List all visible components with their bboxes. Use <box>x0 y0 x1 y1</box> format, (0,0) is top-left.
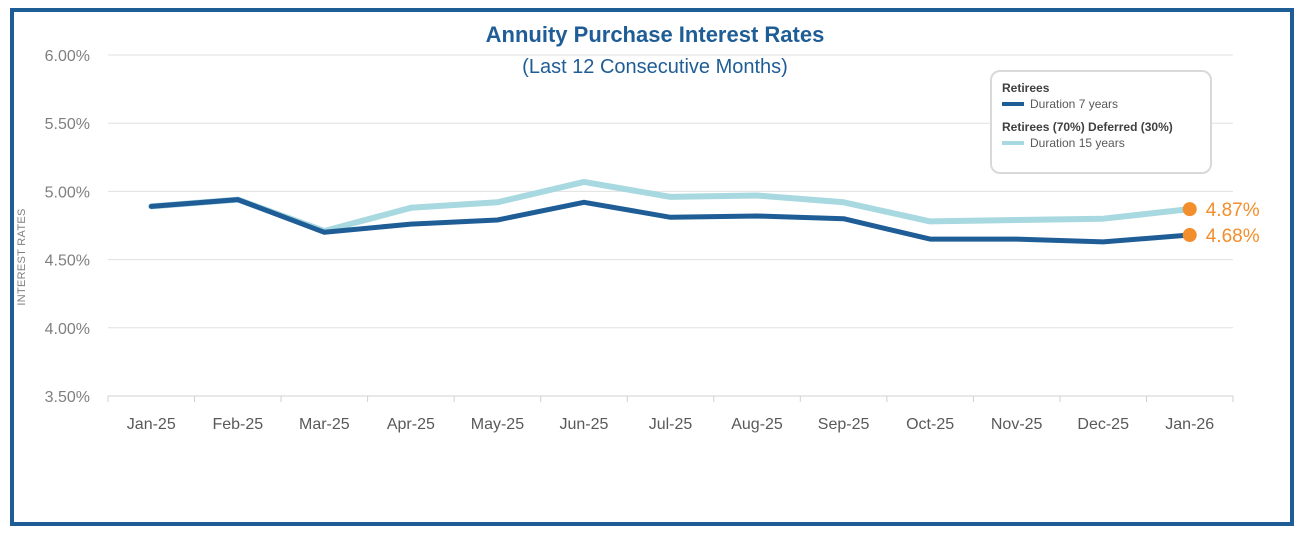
end-point-marker <box>1182 202 1197 217</box>
x-tick-label: Aug-25 <box>731 416 783 433</box>
legend-item: Duration 7 years <box>1002 97 1200 111</box>
x-tick-label: Oct-25 <box>906 416 954 433</box>
legend: Retirees Duration 7 years Retirees (70%)… <box>990 70 1212 174</box>
y-tick-label: 5.00% <box>45 184 90 201</box>
x-tick-label: Jul-25 <box>649 416 693 433</box>
end-point-marker <box>1182 228 1197 243</box>
y-tick-label: 5.50% <box>45 116 90 133</box>
legend-item-label: Duration 7 years <box>1030 97 1119 111</box>
legend-group-title: Retirees <box>1002 81 1050 95</box>
x-tick-label: Nov-25 <box>991 416 1043 433</box>
chart-subtitle: (Last 12 Consecutive Months) <box>522 56 788 78</box>
chart-title: Annuity Purchase Interest Rates <box>485 22 825 47</box>
x-tick-label: Mar-25 <box>299 416 350 433</box>
y-tick-label: 4.00% <box>45 321 90 338</box>
legend-group-title: Retirees (70%) Deferred (30%) <box>1002 120 1173 134</box>
x-tick-label: Dec-25 <box>1077 416 1129 433</box>
x-tick-label: Jan-26 <box>1165 416 1214 433</box>
legend-item-label: Duration 15 years <box>1030 136 1125 150</box>
end-value-label: 4.68% <box>1206 226 1260 247</box>
x-tick-label: Feb-25 <box>212 416 263 433</box>
x-tick-label: Apr-25 <box>387 416 435 433</box>
series-line-duration-7-years <box>148 197 1193 245</box>
y-tick-label: 4.50% <box>45 253 90 270</box>
chart-frame <box>10 8 1294 526</box>
x-tick-label: May-25 <box>471 416 524 433</box>
legend-swatch <box>1002 141 1024 145</box>
legend-swatch <box>1002 102 1024 106</box>
x-tick-label: Jan-25 <box>127 416 176 433</box>
legend-item: Duration 15 years <box>1002 136 1200 150</box>
end-value-label: 4.87% <box>1206 200 1260 221</box>
x-tick-label: Sep-25 <box>818 416 870 433</box>
y-tick-label: 6.00% <box>45 48 90 65</box>
x-tick-label: Jun-25 <box>560 416 609 433</box>
y-tick-label: 3.50% <box>45 389 90 406</box>
